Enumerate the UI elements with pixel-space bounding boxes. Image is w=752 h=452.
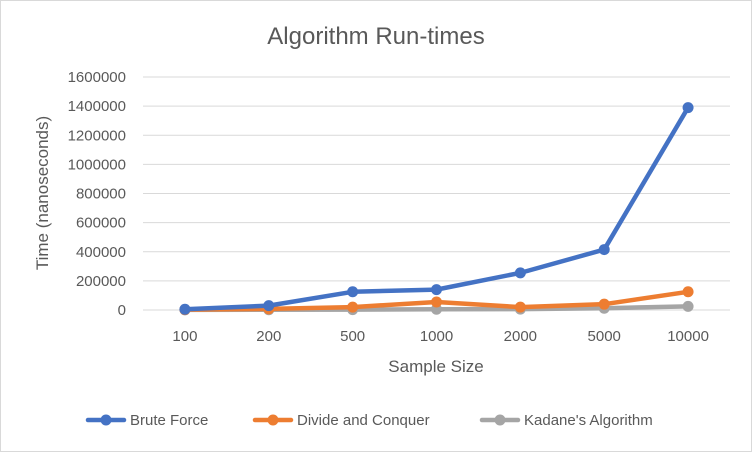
chart-title: Algorithm Run-times (267, 23, 484, 50)
data-point (682, 102, 694, 114)
series-path (182, 105, 691, 312)
legend-item: Brute Force (85, 412, 208, 429)
legend-item: Kadane's Algorithm (479, 412, 653, 429)
y-tick-label: 1000000 (68, 156, 126, 173)
data-point (263, 300, 275, 312)
series-line (179, 102, 694, 315)
y-tick-labels: 0 200000 400000 600000 800000 1000000 1200000 1… (68, 69, 126, 319)
y-tick-label: 400000 (76, 244, 126, 261)
legend-item: Divide and Conquer (252, 412, 430, 429)
data-point (179, 303, 191, 315)
y-tick-label: 200000 (76, 273, 126, 290)
legend-marker (494, 414, 506, 426)
y-tick-label: 1200000 (68, 127, 126, 144)
x-axis-label: Sample Size (388, 357, 483, 376)
data-point (431, 284, 442, 296)
legend-label: Brute Force (130, 412, 208, 429)
x-tick-label: 100 (172, 328, 197, 345)
x-tick-label: 500 (340, 328, 365, 345)
y-tick-label: 600000 (76, 215, 126, 232)
legend-marker (267, 414, 279, 426)
y-tick-label: 1600000 (68, 69, 126, 86)
data-point (347, 286, 359, 298)
data-point (682, 300, 694, 312)
x-tick-label: 10000 (667, 328, 709, 345)
data-point (514, 301, 526, 313)
data-point (598, 244, 610, 256)
x-tick-label: 5000 (588, 328, 621, 345)
y-tick-label: 800000 (76, 186, 126, 203)
data-point (598, 298, 610, 310)
legend-label: Divide and Conquer (297, 412, 430, 429)
y-tick-label: 0 (118, 302, 126, 319)
data-point (431, 296, 442, 308)
legend-marker (100, 414, 112, 426)
data-point (514, 267, 526, 279)
gridlines (143, 76, 730, 311)
legend-label: Kadane's Algorithm (524, 412, 653, 429)
x-tick-labels: 100 200 500 1000 2000 5000 10000 (172, 328, 709, 345)
x-tick-label: 200 (256, 328, 281, 345)
x-tick-label: 2000 (504, 328, 537, 345)
y-tick-label: 1400000 (68, 98, 126, 115)
data-point (347, 301, 359, 313)
legend: Brute Force Divide and Conquer Kadane's Al… (85, 412, 653, 429)
x-tick-label: 1000 (420, 328, 453, 345)
series-layer (179, 102, 694, 316)
data-point (682, 286, 694, 298)
y-axis-label: Time (nanoseconds) (33, 116, 52, 270)
